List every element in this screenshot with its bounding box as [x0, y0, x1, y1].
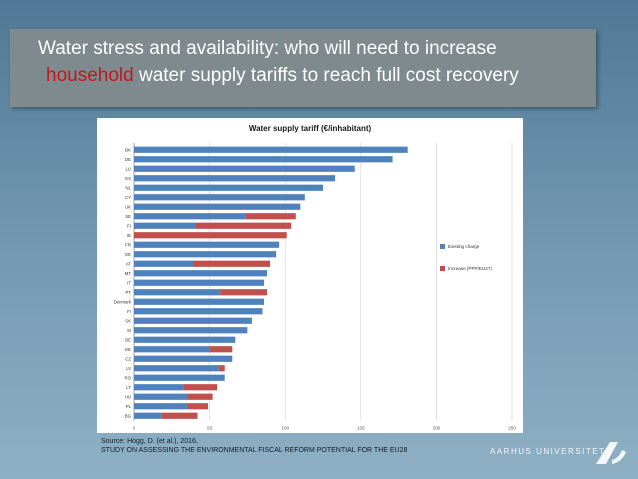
category-label: LV — [126, 366, 131, 371]
category-label: FI — [127, 223, 131, 228]
category-label: ES — [125, 176, 131, 181]
category-label: BE — [125, 337, 131, 342]
bar-increase — [186, 393, 213, 400]
x-tick-label: 100 — [281, 426, 289, 431]
category-label: PL — [126, 404, 132, 409]
x-tick-label: 150 — [357, 426, 365, 431]
category-label: NL — [126, 185, 132, 190]
category-label: CZ — [125, 356, 131, 361]
legend-swatch — [440, 244, 445, 249]
bar-existing-charge — [134, 270, 268, 277]
title-line-2: household water supply tariffs to reach … — [38, 62, 598, 89]
bar-existing-charge — [134, 346, 210, 353]
category-label: UK — [125, 204, 131, 209]
category-label: LU — [126, 166, 132, 171]
bar-existing-charge — [134, 184, 323, 191]
bar-existing-charge — [134, 336, 236, 343]
category-label: MT — [125, 271, 132, 276]
legend-label: Existing charge — [448, 244, 480, 249]
bar-existing-charge — [134, 327, 248, 334]
bar-existing-charge — [134, 175, 336, 182]
category-label: SK — [125, 318, 131, 323]
bar-increase — [220, 289, 268, 296]
bar-existing-charge — [134, 412, 162, 419]
category-label: EE — [125, 347, 131, 352]
bar-existing-charge — [134, 298, 265, 305]
title-banner: Water stress and availability: who will … — [10, 29, 596, 107]
bar-increase — [183, 384, 218, 391]
tariff-bar-chart: Water supply tariff (€/inhabitant) 0 50 100… — [114, 124, 517, 431]
category-label: IT — [127, 280, 131, 285]
category-label: SI — [127, 328, 131, 333]
bar-existing-charge — [134, 260, 193, 267]
category-label: RO — [125, 375, 132, 380]
bar-increase — [186, 403, 209, 410]
category-label: FI — [127, 309, 131, 314]
bar-existing-charge — [134, 194, 305, 201]
bar-existing-charge — [134, 156, 393, 163]
title-line-2-rest: water supply tariffs to reach full cost … — [133, 65, 519, 86]
bar-existing-charge — [134, 165, 355, 172]
category-label: AT — [126, 261, 132, 266]
university-logo-text: AARHUS UNIVERSITET — [490, 447, 606, 456]
bar-increase — [195, 222, 292, 229]
slide-title: Water stress and availability: who will … — [38, 35, 598, 89]
category-label: BG — [125, 413, 132, 418]
legend-label: Increase (PPP/EU27) — [448, 266, 492, 271]
bar-increase — [209, 346, 233, 353]
bar-existing-charge — [134, 393, 187, 400]
bar-existing-charge — [134, 289, 221, 296]
source-line-2: STUDY ON ASSESSING THE ENVIRONMENTAL FIS… — [101, 447, 408, 454]
bar-existing-charge — [134, 403, 187, 410]
source-line-1: Source: Hogg, D. (et al.), 2016, — [101, 438, 198, 445]
chart-panel: Water supply tariff (€/inhabitant) 0 50 100… — [97, 118, 523, 433]
category-label: HU — [125, 394, 131, 399]
x-tick-label: 250 — [508, 426, 516, 431]
category-label: SE — [125, 214, 131, 219]
chart-title: Water supply tariff (€/inhabitant) — [249, 124, 372, 133]
category-label: FR — [125, 242, 131, 247]
legend-swatch — [440, 266, 445, 271]
x-tick-label: 200 — [433, 426, 441, 431]
category-label: DE — [125, 157, 131, 162]
category-label: CY — [125, 195, 131, 200]
category-label: DK — [125, 147, 131, 152]
category-label: Denmark — [114, 299, 132, 304]
source-note: Source: Hogg, D. (et al.), 2016, STUDY O… — [101, 437, 521, 455]
title-line-1: Water stress and availability: who will … — [38, 38, 497, 59]
bar-existing-charge — [134, 251, 277, 258]
bar-existing-charge — [134, 384, 184, 391]
bar-existing-charge — [134, 365, 219, 372]
bar-increase — [134, 232, 287, 239]
bar-existing-charge — [134, 146, 408, 153]
bar-existing-charge — [134, 308, 263, 315]
bar-increase — [192, 260, 271, 267]
category-label: EE — [125, 252, 131, 257]
bar-existing-charge — [134, 241, 280, 248]
bar-existing-charge — [134, 222, 196, 229]
bar-existing-charge — [134, 203, 301, 210]
category-label: IE — [127, 233, 131, 238]
category-label: LT — [126, 385, 131, 390]
x-tick-label: 0 — [133, 426, 136, 431]
bar-existing-charge — [134, 374, 225, 381]
bar-increase — [245, 213, 296, 220]
x-tick-label: 50 — [207, 426, 213, 431]
bar-existing-charge — [134, 355, 233, 362]
university-logo-icon — [596, 442, 626, 464]
bar-existing-charge — [134, 213, 246, 220]
bar-existing-charge — [134, 317, 252, 324]
title-highlight-word: household — [46, 65, 134, 86]
bar-increase — [161, 412, 198, 419]
bar-existing-charge — [134, 279, 265, 286]
category-label: PT — [126, 290, 132, 295]
bar-increase — [218, 365, 225, 372]
